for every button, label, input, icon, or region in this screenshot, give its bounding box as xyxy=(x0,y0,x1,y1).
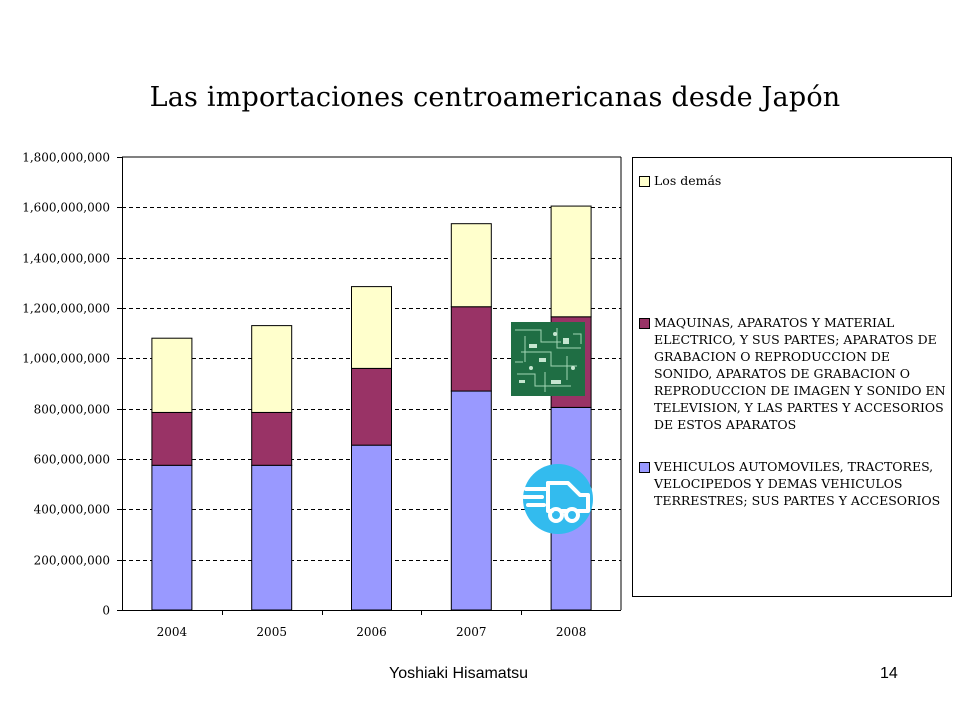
bar-segment-2004-s2 xyxy=(151,337,193,413)
y-tick-label: 1,400,000,000 xyxy=(22,252,110,266)
legend-swatch xyxy=(639,462,650,473)
y-tick-label: 400,000,000 xyxy=(34,503,110,517)
y-tick-label: 800,000,000 xyxy=(34,403,110,417)
x-tick-label: 2005 xyxy=(256,625,287,639)
circuit-board-icon xyxy=(511,322,585,396)
y-tick-label: 600,000,000 xyxy=(34,453,110,467)
bar-segment-2008-s2 xyxy=(550,205,592,318)
legend-label: MAQUINAS, APARATOS Y MATERIAL ELECTRICO,… xyxy=(654,315,946,432)
chart-title: Las importaciones centroamericanas desde… xyxy=(149,82,841,113)
y-tick-label: 1,200,000,000 xyxy=(22,302,110,316)
bar-segment-2005-s2 xyxy=(251,325,293,413)
bar-segment-2007-s2 xyxy=(450,223,492,308)
legend-item-maquinas: MAQUINAS, APARATOS Y MATERIAL ELECTRICO,… xyxy=(639,314,950,433)
y-tick-label: 200,000,000 xyxy=(34,554,110,568)
bar-segment-2004-s1 xyxy=(151,411,193,466)
legend-label: VEHICULOS AUTOMOVILES, TRACTORES, VELOCI… xyxy=(654,459,941,508)
bar-segment-2005-s1 xyxy=(251,411,293,466)
legend-swatch xyxy=(639,318,650,329)
bar-segment-2006-s0 xyxy=(351,444,392,611)
legend-label: Los demás xyxy=(654,173,722,188)
legend: Los demás MAQUINAS, APARATOS Y MATERIAL … xyxy=(632,157,952,597)
legend-swatch xyxy=(639,176,650,187)
bar-segment-2007-s0 xyxy=(450,390,492,611)
x-axis: 2004 2005 2006 2007 2008 xyxy=(122,610,621,639)
y-tick-label: 1,600,000,000 xyxy=(22,201,110,215)
footer-author: Yoshiaki Hisamatsu xyxy=(389,665,529,682)
y-tick-label: 1,800,000,000 xyxy=(22,151,110,165)
y-axis: 0 200,000,000 400,000,000 600,000,000 800,00… xyxy=(22,151,123,618)
bar-segment-2004-s0 xyxy=(151,464,193,611)
bar-segment-2007-s1 xyxy=(450,306,492,392)
legend-item-los-demas: Los demás xyxy=(639,172,950,189)
x-tick-label: 2007 xyxy=(456,625,487,639)
legend-item-vehiculos: VEHICULOS AUTOMOVILES, TRACTORES, VELOCI… xyxy=(639,458,950,509)
bar-segment-2006-s2 xyxy=(351,286,392,369)
x-tick-label: 2006 xyxy=(356,625,387,639)
x-tick-label: 2008 xyxy=(556,625,587,639)
y-tick-label: 0 xyxy=(102,604,110,618)
y-tick-label: 1,000,000,000 xyxy=(22,352,110,366)
bar-segment-2005-s0 xyxy=(251,464,293,611)
x-tick-label: 2004 xyxy=(157,625,188,639)
fast-car-icon xyxy=(522,464,593,534)
page-number: 14 xyxy=(880,665,898,682)
bar-segment-2006-s1 xyxy=(351,367,392,446)
bars xyxy=(151,205,592,611)
